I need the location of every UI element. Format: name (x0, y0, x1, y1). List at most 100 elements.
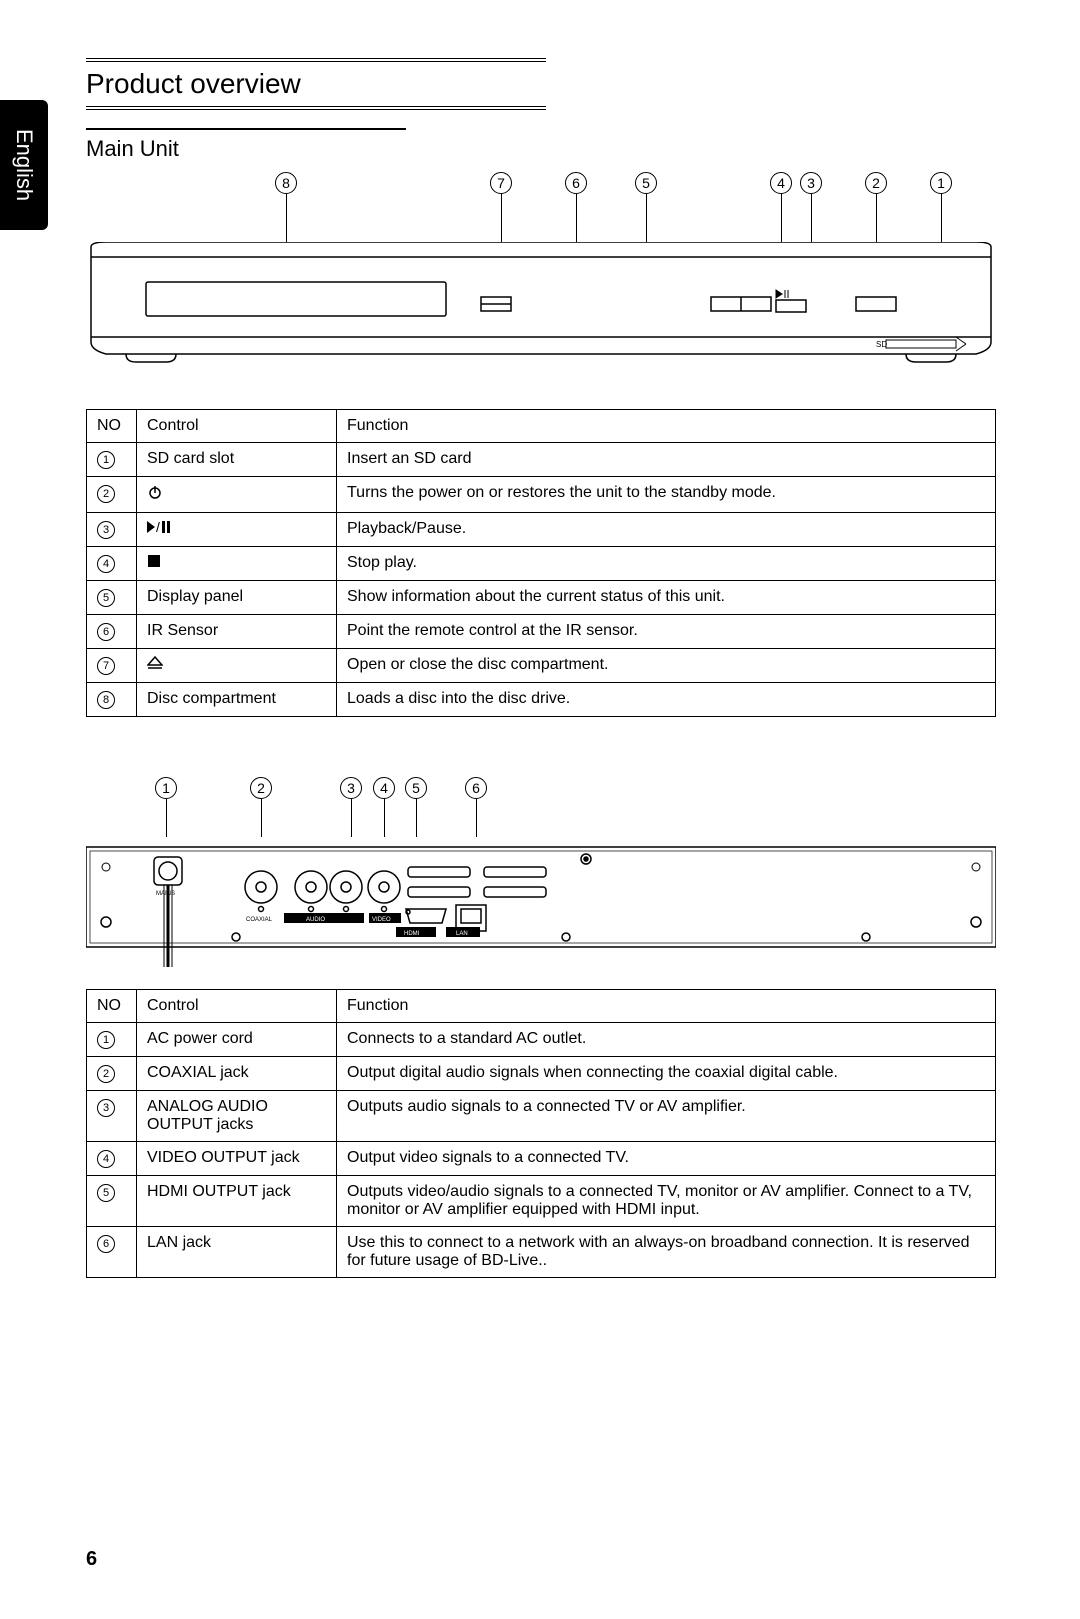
cell-control: HDMI OUTPUT jack (137, 1176, 337, 1227)
callout-line (876, 194, 877, 242)
svg-text:LAN: LAN (456, 931, 468, 937)
svg-text:HDMI: HDMI (404, 931, 420, 937)
cell-no: 8 (87, 683, 137, 717)
cell-no: 5 (87, 1176, 137, 1227)
table-row: 4VIDEO OUTPUT jackOutput video signals t… (87, 1142, 996, 1176)
cell-function: Output video signals to a connected TV. (337, 1142, 996, 1176)
callout-line (416, 799, 417, 837)
cell-function: Outputs audio signals to a connected TV … (337, 1091, 996, 1142)
table-row: 1SD card slotInsert an SD card (87, 443, 996, 477)
table-row: 2 Turns the power on or restores the unit… (87, 477, 996, 513)
header-control: Control (137, 410, 337, 443)
cell-control (137, 649, 337, 683)
subsection-title: Main Unit (86, 130, 996, 172)
table-row: 2COAXIAL jackOutput digital audio signal… (87, 1057, 996, 1091)
cell-control (137, 477, 337, 513)
cell-control: Display panel (137, 581, 337, 615)
table-row: 5HDMI OUTPUT jackOutputs video/audio sig… (87, 1176, 996, 1227)
callout-line (501, 194, 502, 242)
rear-unit-diagram: MAINS COAXIAL L R AUDIO (86, 837, 996, 967)
rear-block: 123456 (86, 777, 996, 1278)
callout-number: 3 (340, 777, 362, 799)
cell-function: Stop play. (337, 547, 996, 581)
cell-no: 1 (87, 443, 137, 477)
cell-no: 2 (87, 1057, 137, 1091)
cell-no: 1 (87, 1023, 137, 1057)
callout-line (941, 194, 942, 242)
language-label: English (11, 129, 37, 201)
svg-text:MAINS: MAINS (156, 891, 175, 897)
header-no: NO (87, 990, 137, 1023)
callout-line (384, 799, 385, 837)
callout-number: 7 (490, 172, 512, 194)
callout-line (166, 799, 167, 837)
callout-number: 1 (930, 172, 952, 194)
section-title: Product overview (86, 62, 996, 106)
cell-no: 6 (87, 1227, 137, 1278)
cell-no: 7 (87, 649, 137, 683)
cell-no: 3 (87, 1091, 137, 1142)
callout-line (781, 194, 782, 242)
section-rule-bottom (86, 106, 546, 110)
callout-number: 8 (275, 172, 297, 194)
header-function: Function (337, 410, 996, 443)
cell-no: 5 (87, 581, 137, 615)
page-number: 6 (86, 1548, 97, 1571)
rear-callouts: 1 2 345 6 (86, 777, 996, 837)
table-header-row: NO Control Function (87, 990, 996, 1023)
cell-control: AC power cord (137, 1023, 337, 1057)
callout-number: 4 (373, 777, 395, 799)
page-content: Product overview Main Unit 87654321 (86, 58, 996, 1278)
callout-line (576, 194, 577, 242)
callout-number: 2 (250, 777, 272, 799)
callout-line (811, 194, 812, 242)
cell-function: Show information about the current statu… (337, 581, 996, 615)
svg-text:/: / (156, 520, 160, 534)
callout-number: 5 (405, 777, 427, 799)
table-row: 1AC power cordConnects to a standard AC … (87, 1023, 996, 1057)
cell-function: Point the remote control at the IR senso… (337, 615, 996, 649)
callout-number: 6 (565, 172, 587, 194)
cell-no: 2 (87, 477, 137, 513)
svg-text:AUDIO: AUDIO (306, 917, 325, 923)
cell-function: Loads a disc into the disc drive. (337, 683, 996, 717)
callout-number: 5 (635, 172, 657, 194)
cell-function: Insert an SD card (337, 443, 996, 477)
cell-control: IR Sensor (137, 615, 337, 649)
cell-control: LAN jack (137, 1227, 337, 1278)
svg-text:SD: SD (876, 340, 887, 349)
callout-line (286, 194, 287, 242)
rear-spec-table: NO Control Function 1AC power cordConnec… (86, 989, 996, 1278)
cell-control: VIDEO OUTPUT jack (137, 1142, 337, 1176)
cell-function: Outputs video/audio signals to a connect… (337, 1176, 996, 1227)
cell-function: Playback/Pause. (337, 513, 996, 547)
cell-no: 4 (87, 1142, 137, 1176)
cell-function: Open or close the disc compartment. (337, 649, 996, 683)
cell-control: ANALOG AUDIO OUTPUT jacks (137, 1091, 337, 1142)
callout-number: 6 (465, 777, 487, 799)
cell-function: Turns the power on or restores the unit … (337, 477, 996, 513)
table-header-row: NO Control Function (87, 410, 996, 443)
callout-line (351, 799, 352, 837)
table-row: 6IR SensorPoint the remote control at th… (87, 615, 996, 649)
cell-control: / (137, 513, 337, 547)
table-row: 3/Playback/Pause. (87, 513, 996, 547)
language-tab: English (0, 100, 48, 230)
cell-no: 4 (87, 547, 137, 581)
cell-control (137, 547, 337, 581)
cell-function: Output digital audio signals when connec… (337, 1057, 996, 1091)
callout-line (476, 799, 477, 837)
cell-function: Connects to a standard AC outlet. (337, 1023, 996, 1057)
front-spec-table: NO Control Function 1SD card slotInsert … (86, 409, 996, 717)
table-row: 4 Stop play. (87, 547, 996, 581)
front-unit-diagram: SD (86, 242, 996, 387)
header-no: NO (87, 410, 137, 443)
table-row: 6LAN jackUse this to connect to a networ… (87, 1227, 996, 1278)
header-function: Function (337, 990, 996, 1023)
cell-control: COAXIAL jack (137, 1057, 337, 1091)
callout-number: 1 (155, 777, 177, 799)
table-row: 7 Open or close the disc compartment. (87, 649, 996, 683)
cell-no: 6 (87, 615, 137, 649)
cell-function: Use this to connect to a network with an… (337, 1227, 996, 1278)
callout-number: 3 (800, 172, 822, 194)
